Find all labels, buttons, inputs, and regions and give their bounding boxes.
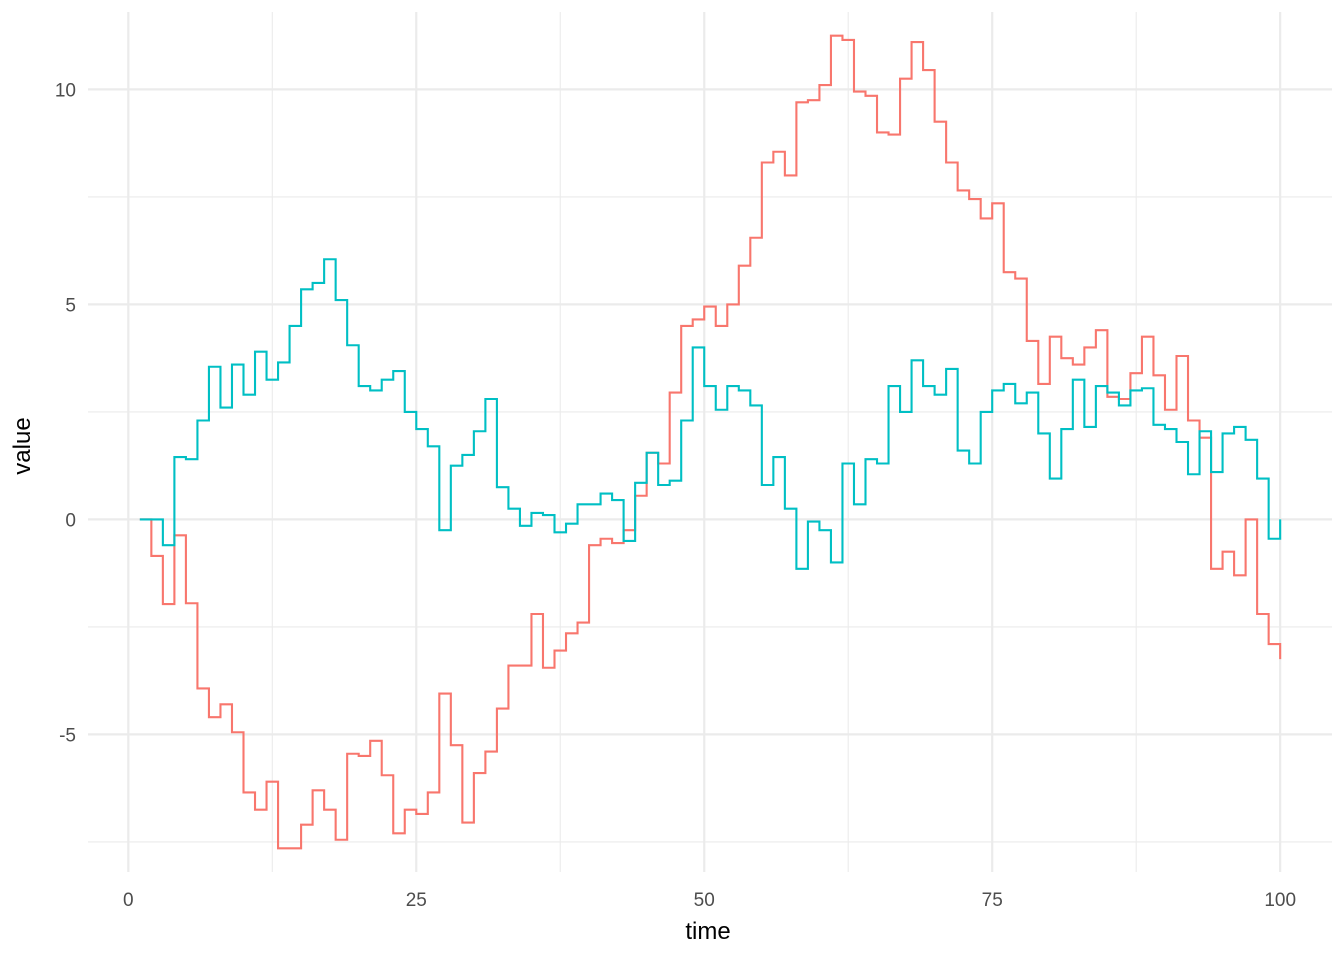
x-tick-label: 100: [1264, 890, 1296, 911]
y-tick-label: 10: [55, 80, 76, 101]
y-axis-title: value: [9, 417, 36, 474]
minor-gridlines: [88, 12, 1332, 872]
x-tick-label: 25: [406, 890, 427, 911]
y-tick-label: -5: [59, 725, 76, 746]
x-axis-tick-labels: 0 25 50 75 100: [123, 890, 1296, 911]
y-tick-label: 0: [65, 510, 76, 531]
x-tick-label: 75: [982, 890, 1003, 911]
y-tick-label: 5: [65, 295, 76, 316]
y-axis-tick-labels: -5 0 5 10: [55, 80, 76, 746]
series-line-1: [139, 34, 1282, 850]
x-axis-title: time: [685, 918, 730, 945]
series-lines: [139, 34, 1282, 850]
series-line-2: [139, 258, 1282, 570]
x-tick-label: 0: [123, 890, 134, 911]
x-tick-label: 50: [694, 890, 715, 911]
major-gridlines: [88, 12, 1332, 872]
